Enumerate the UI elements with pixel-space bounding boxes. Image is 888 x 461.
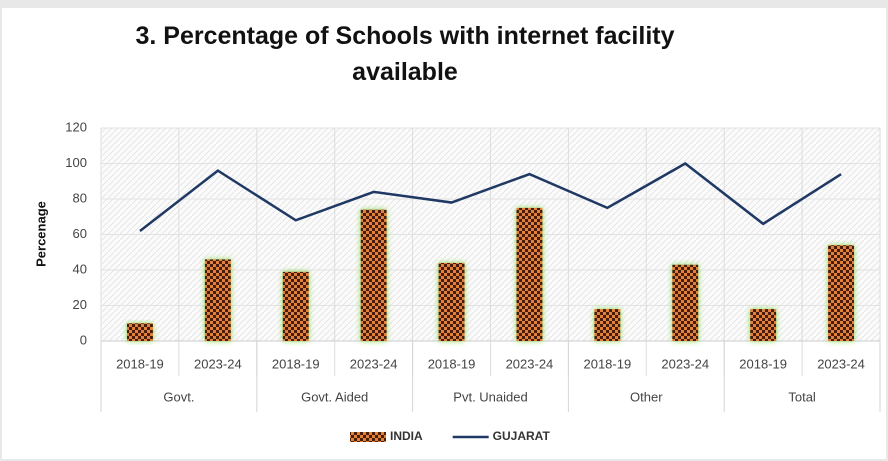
x-tick-label: 2023-24 — [350, 356, 398, 371]
y-tick-label: 120 — [65, 119, 87, 134]
bar — [672, 264, 699, 341]
y-tick-label: 60 — [73, 226, 87, 241]
bar — [282, 271, 309, 341]
legend-label: GUJARAT — [493, 429, 551, 443]
legend-label: INDIA — [390, 429, 423, 443]
y-tick-label: 20 — [73, 297, 87, 312]
group-label: Total — [788, 389, 816, 404]
group-label: Govt. Aided — [301, 389, 368, 404]
group-label: Govt. — [163, 389, 194, 404]
bar — [438, 262, 465, 341]
group-label: Other — [630, 389, 663, 404]
bar — [204, 259, 231, 341]
y-tick-label: 0 — [80, 332, 87, 347]
x-tick-label: 2018-19 — [583, 356, 631, 371]
y-tick-label: 80 — [73, 190, 87, 205]
line — [139, 162, 842, 232]
x-tick-label: 2023-24 — [817, 356, 865, 371]
bar — [126, 323, 153, 341]
x-tick-label: 2023-24 — [506, 356, 554, 371]
bar — [516, 207, 543, 341]
bar — [828, 245, 855, 341]
x-tick-label: 2023-24 — [661, 356, 709, 371]
x-tick-label: 2023-24 — [194, 356, 242, 371]
x-tick-label: 2018-19 — [116, 356, 164, 371]
group-label: Pvt. Unaided — [453, 389, 527, 404]
x-tick-label: 2018-19 — [739, 356, 787, 371]
bar — [594, 309, 621, 341]
y-tick-label: 100 — [65, 155, 87, 170]
top-strip — [0, 0, 888, 8]
y-axis-label: Percenage — [33, 201, 48, 267]
legend-swatch — [350, 432, 386, 442]
y-tick-label: 40 — [73, 261, 87, 276]
x-tick-label: 2018-19 — [428, 356, 476, 371]
x-tick-label: 2018-19 — [272, 356, 320, 371]
chart-title: 3. Percentage of Schools with internet f… — [135, 22, 675, 86]
bar — [750, 309, 777, 341]
bar — [360, 209, 387, 341]
